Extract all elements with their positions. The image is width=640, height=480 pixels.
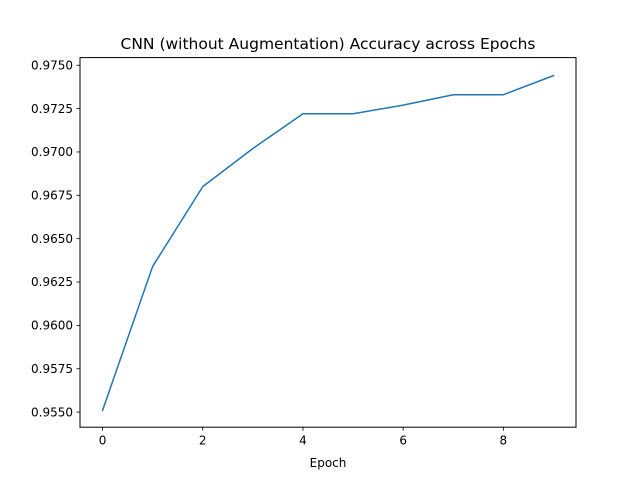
y-tick-label: 0.9750 — [31, 58, 73, 72]
x-tick-label: 4 — [299, 434, 307, 448]
y-tick-label: 0.9700 — [31, 145, 73, 159]
y-tick-label: 0.9625 — [31, 275, 73, 289]
x-tick-label: 6 — [399, 434, 407, 448]
y-tick-label: 0.9675 — [31, 189, 73, 203]
x-axis: 0 2 4 6 8 — [99, 427, 507, 448]
x-tick-label: 8 — [500, 434, 508, 448]
y-tick-label: 0.9600 — [31, 319, 73, 333]
plot-area — [101, 74, 555, 412]
x-axis-label: Epoch — [310, 456, 347, 470]
x-tick-label: 2 — [199, 434, 207, 448]
y-tick-label: 0.9725 — [31, 102, 73, 116]
y-tick-label: 0.9650 — [31, 232, 73, 246]
y-tick-label: 0.9575 — [31, 362, 73, 376]
series-line-0 — [101, 74, 555, 412]
chart-title: CNN (without Augmentation) Accuracy acro… — [121, 35, 536, 53]
plot-frame — [79, 57, 577, 428]
y-tick-label: 0.9550 — [31, 405, 73, 419]
x-tick-label: 0 — [99, 434, 107, 448]
y-axis: 0.9550 0.9575 0.9600 0.9625 0.9650 0.9675 0.97… — [31, 58, 80, 419]
